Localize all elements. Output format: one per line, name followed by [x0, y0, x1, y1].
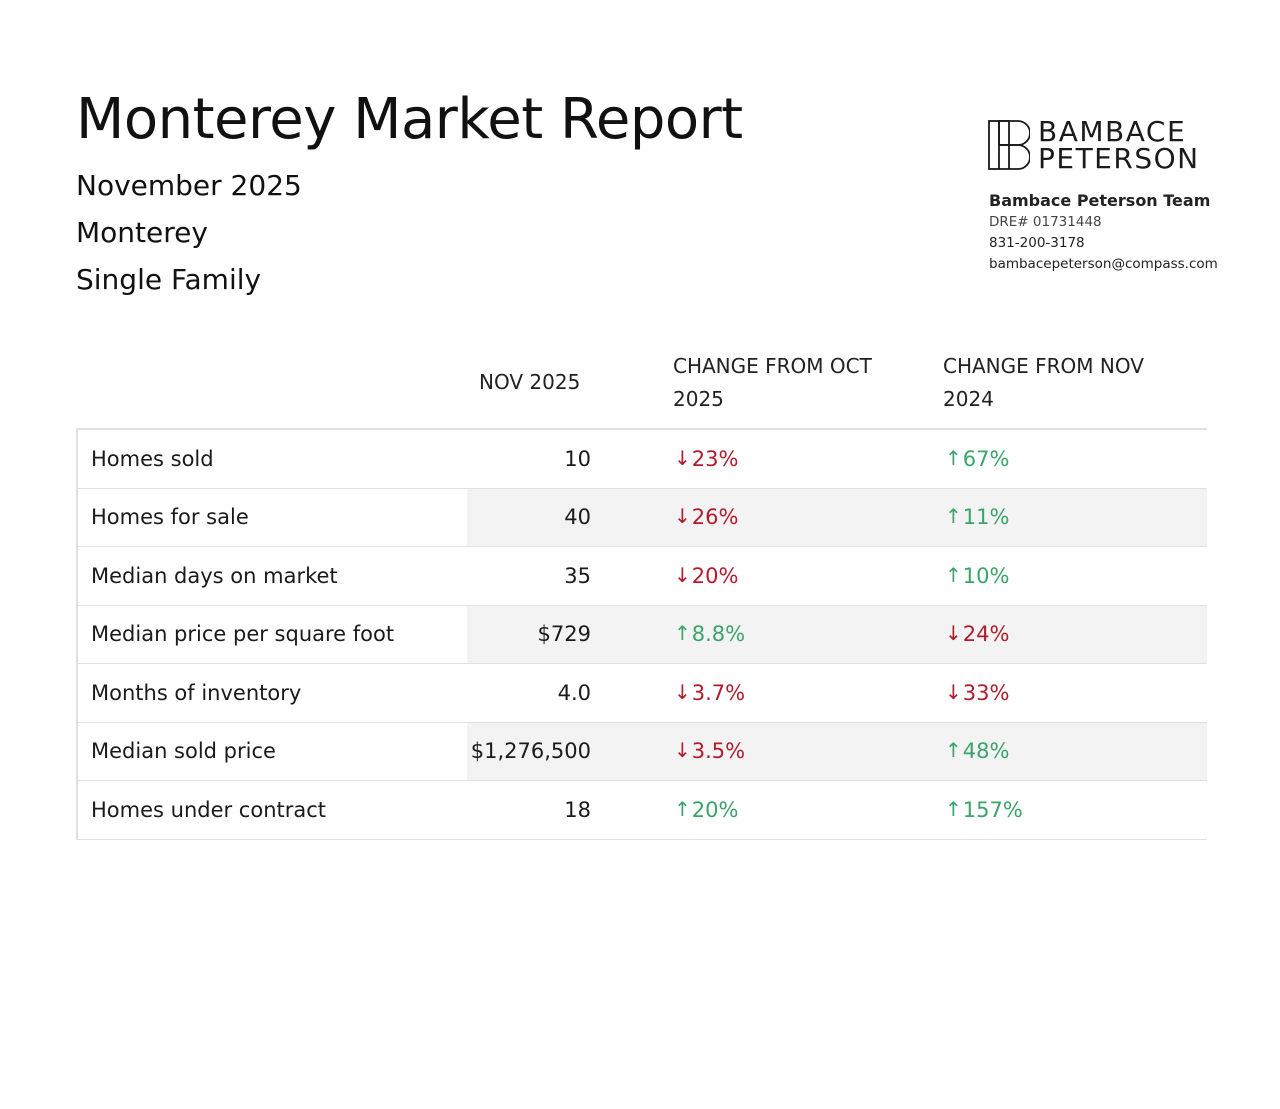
arrow-down-icon: ↓ — [674, 445, 691, 470]
arrow-up-icon: ↑ — [945, 796, 962, 821]
change-from-last-month: ↓ 23% — [674, 430, 738, 488]
metric-label: Months of inventory — [91, 680, 302, 705]
change-from-last-year: ↓ 33% — [945, 664, 1009, 722]
table-row: Median sold price $1,276,500 ↓ 3.5% ↑ 48% — [78, 722, 1207, 781]
market-stats-table: Homes sold 10 ↓ 23% ↑ 67% Homes for sale 40 ↓ 26%… — [76, 428, 1207, 840]
column-header-current: NOV 2025 — [479, 370, 581, 394]
row-shade — [467, 605, 1207, 663]
email-address[interactable]: bambacepeterson@compass.com — [989, 254, 1218, 275]
column-header-change-year: CHANGE FROM NOV 2024 — [943, 354, 1144, 411]
email-domain: @compass.com — [1111, 256, 1218, 272]
table-row: Median days on market 35 ↓ 20% ↑ 10% — [78, 547, 1207, 606]
column-header-change-month: CHANGE FROM OCT 2025 — [673, 354, 872, 411]
metric-label: Median sold price — [91, 739, 276, 764]
brand-logo-line1: BAMBACE — [1038, 115, 1187, 148]
change-percent: 8.8% — [691, 622, 746, 647]
dre-number: DRE# 01731448 — [989, 214, 1102, 230]
metric-label: Homes sold — [91, 446, 214, 471]
metric-value: 35 — [564, 563, 591, 588]
change-percent: 20% — [691, 563, 739, 588]
arrow-up-icon: ↑ — [945, 445, 962, 470]
arrow-down-icon: ↓ — [674, 679, 691, 704]
change-percent: 20% — [691, 797, 739, 822]
metric-value: $729 — [537, 622, 591, 647]
change-percent: 26% — [691, 505, 739, 530]
metric-label: Median price per square foot — [91, 622, 395, 647]
email-user: bambacepeterson — [989, 256, 1112, 272]
metric-label: Homes for sale — [91, 505, 249, 530]
change-percent: 67% — [962, 446, 1010, 471]
brand-logo-line2: PETERSON — [1038, 142, 1200, 175]
row-shade — [467, 488, 1207, 546]
report-property-type: Single Family — [76, 263, 262, 296]
phone-number: 831-200-3178 — [989, 235, 1085, 251]
table-row: Homes for sale 40 ↓ 26% ↑ 11% — [78, 488, 1207, 547]
arrow-down-icon: ↓ — [674, 504, 691, 529]
row-shade — [467, 722, 1207, 780]
change-from-last-month: ↑ 20% — [674, 781, 738, 839]
metric-value: 10 — [564, 446, 591, 471]
arrow-up-icon: ↑ — [674, 796, 691, 821]
team-name: Bambace Peterson Team — [989, 191, 1211, 210]
table-row: Median price per square foot $729 ↑ 8.8% ↓ 24… — [78, 605, 1207, 664]
change-from-last-year: ↑ 11% — [945, 489, 1009, 547]
table-row: Months of inventory 4.0 ↓ 3.7% ↓ 33% — [78, 664, 1207, 723]
change-from-last-year: ↑ 10% — [945, 547, 1009, 605]
change-from-last-month: ↓ 3.7% — [674, 664, 745, 722]
change-percent: 11% — [962, 505, 1010, 530]
metric-label: Median days on market — [91, 563, 338, 588]
report-city: Monterey — [76, 216, 208, 249]
change-from-last-year: ↓ 24% — [945, 606, 1009, 664]
change-from-last-year: ↑ 48% — [945, 723, 1009, 781]
arrow-up-icon: ↑ — [674, 621, 691, 646]
arrow-up-icon: ↑ — [945, 562, 962, 587]
report-period: November 2025 — [76, 169, 302, 202]
arrow-up-icon: ↑ — [945, 738, 962, 763]
contact-block: Bambace Peterson Team DRE# 01731448 831-… — [989, 190, 1218, 275]
change-percent: 3.7% — [691, 680, 746, 705]
arrow-up-icon: ↑ — [945, 504, 962, 529]
change-percent: 157% — [962, 797, 1023, 822]
metric-value: 18 — [564, 797, 591, 822]
page-title: Monterey Market Report — [76, 87, 743, 152]
change-from-last-month: ↓ 3.5% — [674, 723, 745, 781]
arrow-down-icon: ↓ — [945, 679, 962, 704]
table-row: Homes sold 10 ↓ 23% ↑ 67% — [78, 430, 1207, 489]
metric-value: 4.0 — [557, 680, 591, 705]
metric-value: 40 — [564, 505, 591, 530]
change-percent: 48% — [962, 739, 1010, 764]
change-percent: 10% — [962, 563, 1010, 588]
change-percent: 3.5% — [691, 739, 746, 764]
change-from-last-year: ↑ 157% — [945, 781, 1023, 839]
change-from-last-month: ↑ 8.8% — [674, 606, 745, 664]
arrow-down-icon: ↓ — [674, 738, 691, 763]
change-percent: 24% — [962, 622, 1010, 647]
metric-value: $1,276,500 — [470, 739, 591, 764]
change-percent: 33% — [962, 680, 1010, 705]
arrow-down-icon: ↓ — [945, 621, 962, 646]
change-from-last-year: ↑ 67% — [945, 430, 1009, 488]
change-from-last-month: ↓ 26% — [674, 489, 738, 547]
table-row: Homes under contract 18 ↑ 20% ↑ 157% — [78, 781, 1207, 840]
brand-logo-mark-icon — [988, 120, 1030, 170]
brand-logo: BAMBACE PETERSON — [988, 118, 1208, 174]
metric-label: Homes under contract — [91, 797, 327, 822]
arrow-down-icon: ↓ — [674, 562, 691, 587]
change-from-last-month: ↓ 20% — [674, 547, 738, 605]
change-percent: 23% — [691, 446, 739, 471]
